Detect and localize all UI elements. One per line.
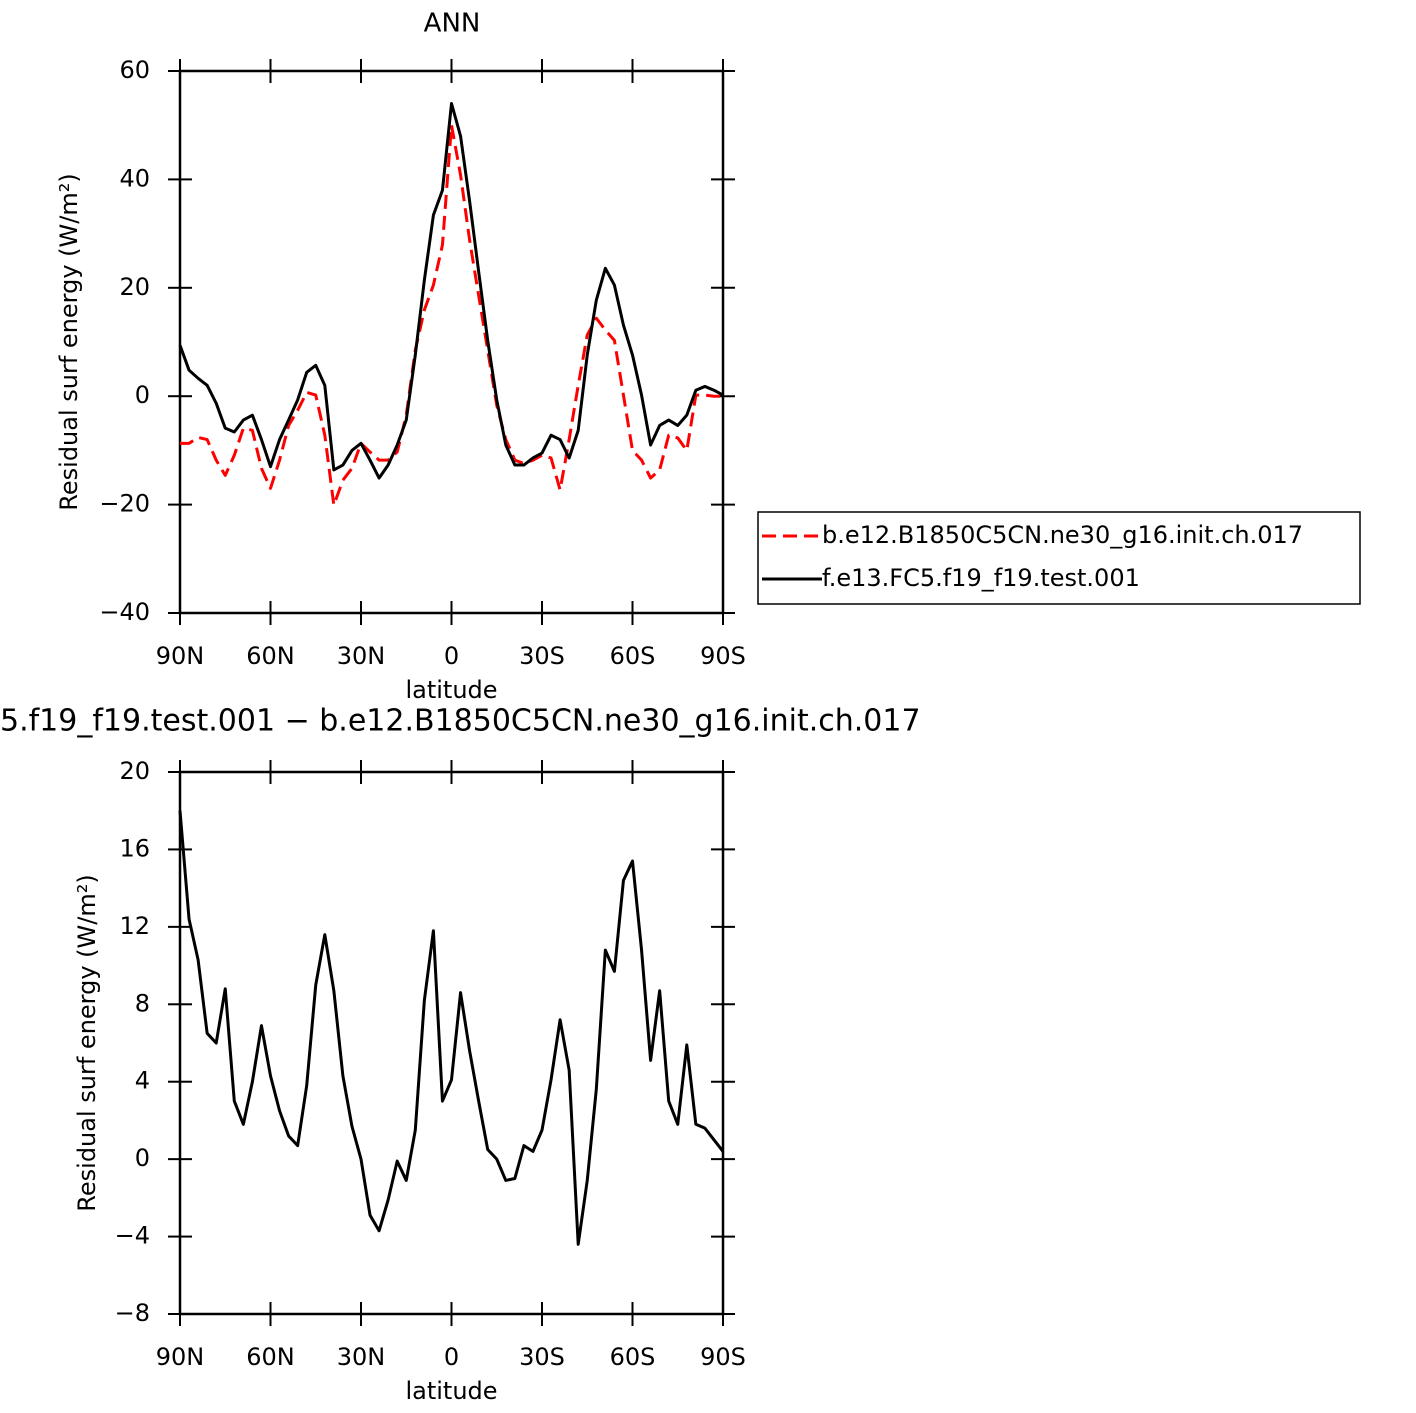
legend-box: [757, 511, 1361, 605]
x-axis-label: latitude: [405, 676, 497, 704]
legend-label: f.e13.FC5.f19_f19.test.001: [822, 564, 1140, 592]
x-tick-label: 90N: [156, 642, 205, 670]
y-tick-label: −8: [115, 1299, 150, 1327]
x-tick-label: 90N: [156, 1343, 205, 1371]
x-tick-label: 90S: [700, 642, 746, 670]
plot-frame: [178, 69, 725, 615]
x-tick-label: 0: [444, 642, 459, 670]
x-tick-label: 30N: [337, 642, 386, 670]
y-tick-label: 20: [119, 757, 150, 785]
data-line: [180, 123, 723, 507]
y-tick-label: −4: [115, 1222, 150, 1250]
y-axis-label: Residual surf energy (W/m²): [73, 874, 101, 1211]
y-tick-label: −40: [99, 598, 150, 626]
chart-title: 5.f19_f19.test.001 − b.e12.B1850C5CN.ne3…: [0, 704, 921, 739]
y-tick-label: −20: [99, 490, 150, 518]
x-tick-label: 0: [444, 1343, 459, 1371]
x-tick-label: 30S: [519, 642, 565, 670]
y-tick-label: 60: [119, 56, 150, 84]
y-tick-label: 0: [135, 1144, 150, 1172]
data-line: [178, 102, 724, 480]
legend-label: b.e12.B1850C5CN.ne30_g16.init.ch.017: [822, 521, 1303, 549]
x-tick-label: 60S: [610, 1343, 656, 1371]
y-axis-label: Residual surf energy (W/m²): [55, 173, 83, 510]
y-tick-label: 40: [119, 164, 150, 192]
y-tick-label: 8: [135, 989, 150, 1017]
y-tick-label: 0: [135, 381, 150, 409]
x-axis-label: latitude: [405, 1377, 497, 1405]
x-tick-label: 30S: [519, 1343, 565, 1371]
x-tick-label: 60N: [246, 642, 295, 670]
data-line: [178, 810, 725, 1246]
x-tick-label: 60N: [246, 1343, 295, 1371]
x-tick-label: 60S: [610, 642, 656, 670]
plot-frame: [178, 770, 725, 1316]
x-tick-label: 90S: [700, 1343, 746, 1371]
x-tick-label: 30N: [337, 1343, 386, 1371]
chart-title: ANN: [424, 9, 481, 39]
y-tick-label: 16: [119, 834, 150, 862]
y-tick-label: 20: [119, 273, 150, 301]
y-tick-label: 12: [119, 912, 150, 940]
y-tick-label: 4: [135, 1067, 150, 1095]
